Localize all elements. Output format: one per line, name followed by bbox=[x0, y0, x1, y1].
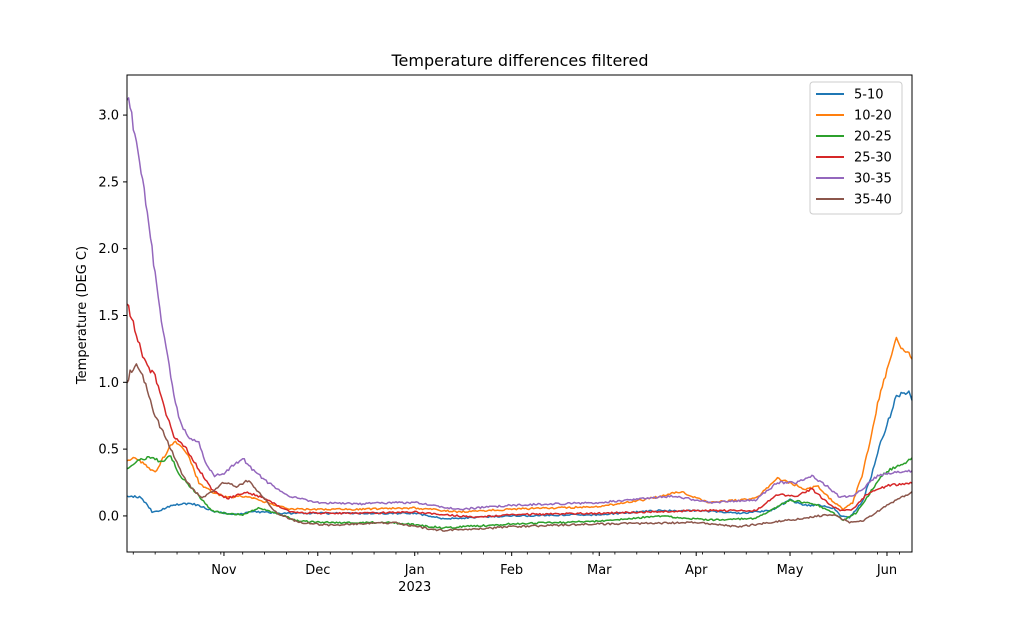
legend: 5-10 10-20 20-25 25-30 30-35 35-40 bbox=[809, 81, 903, 215]
x-tick-label: Nov bbox=[211, 563, 237, 578]
legend-label: 10-20 bbox=[854, 109, 892, 124]
x-tick-label: Jan bbox=[404, 563, 425, 578]
legend-label: 5-10 bbox=[854, 88, 884, 103]
series-line-35-40 bbox=[126, 363, 913, 532]
chart-title: Temperature differences filtered bbox=[390, 51, 648, 70]
x-year-label: 2023 bbox=[398, 580, 431, 595]
x-tick-label: May bbox=[777, 563, 804, 578]
x-tick-label: Apr bbox=[685, 563, 708, 578]
legend-label: 25-30 bbox=[854, 151, 892, 166]
y-tick-label: 0.0 bbox=[98, 509, 119, 524]
axes-frame bbox=[126, 74, 913, 553]
y-tick-label: 0.5 bbox=[98, 443, 119, 458]
legend-label: 35-40 bbox=[854, 193, 892, 208]
x-tick-label: Dec bbox=[305, 563, 330, 578]
y-tick-label: 1.0 bbox=[98, 376, 119, 391]
y-tick-label: 3.0 bbox=[98, 109, 119, 124]
series-line-25-30 bbox=[126, 303, 913, 519]
y-tick-label: 2.0 bbox=[98, 242, 119, 257]
x-tick-label: Mar bbox=[587, 563, 612, 578]
legend-label: 20-25 bbox=[854, 130, 892, 145]
x-tick-label: Feb bbox=[500, 563, 523, 578]
x-tick-label: Jun bbox=[876, 563, 897, 578]
series-line-10-20 bbox=[126, 336, 913, 514]
plot-area: 0.0 0.5 1.0 1.5 2.0 2.5 3.0 Nov Dec Jan Feb Mar Apr M… bbox=[98, 74, 913, 595]
legend-label: 30-35 bbox=[854, 172, 892, 187]
series-line-30-35 bbox=[126, 97, 913, 511]
series-line-20-25 bbox=[126, 455, 913, 530]
y-tick-label: 1.5 bbox=[98, 309, 119, 324]
y-axis-label: Temperature (DEG C) bbox=[75, 246, 90, 385]
y-tick-label: 2.5 bbox=[98, 175, 119, 190]
